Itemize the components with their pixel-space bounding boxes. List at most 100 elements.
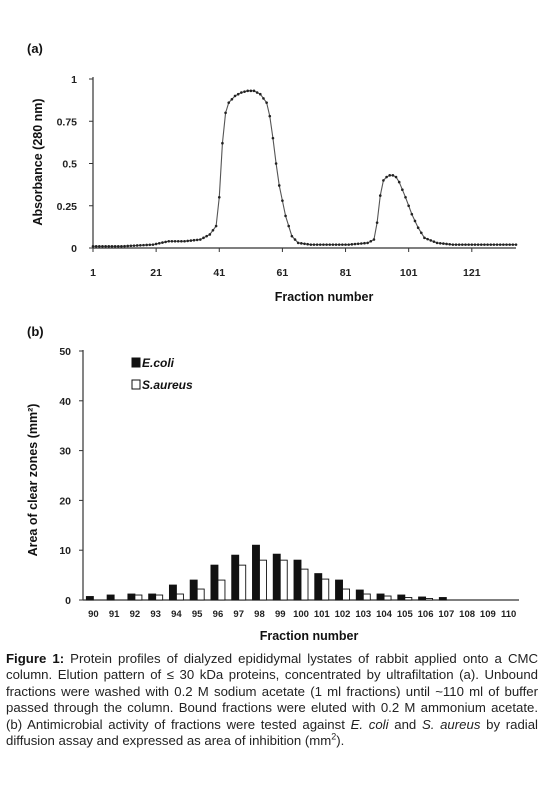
panel-a-data-point <box>262 97 265 100</box>
panel-a-x-tick-label: 81 <box>340 267 352 279</box>
panel-a-data-point <box>486 243 489 246</box>
legend-label-saureus: S.aureus <box>142 378 193 392</box>
caption-label: Figure 1: <box>6 651 65 666</box>
panel-a-series-line <box>93 90 516 247</box>
bar-ecoli <box>85 596 94 601</box>
panel-a-data-point <box>366 241 369 245</box>
panel-a-data-point <box>104 245 107 248</box>
panel-a-data-point <box>372 238 376 241</box>
panel-a-data-point <box>483 243 486 246</box>
panel-b-x-tick-label: 99 <box>275 609 286 620</box>
panel-a-data-point <box>511 243 515 246</box>
panel-a-data-point <box>464 243 467 246</box>
panel-a-data-point <box>498 243 502 246</box>
panel-a-data-point <box>322 243 325 246</box>
bar-ecoli <box>148 593 157 601</box>
panel-b-x-tick-label: 94 <box>171 609 182 620</box>
bar-saureus <box>259 559 267 601</box>
panel-b-y-tick-label: 0 <box>65 595 71 607</box>
bar-ecoli <box>252 544 260 601</box>
bar-saureus <box>279 559 288 601</box>
panel-a-data-point <box>435 241 439 245</box>
panel-a-data-point <box>265 101 268 104</box>
panel-a-data-point <box>419 231 423 235</box>
panel-a-data-point <box>211 228 215 232</box>
caption-organism-1: E. coli <box>350 716 389 732</box>
panel-a-data-point <box>129 244 133 248</box>
panel-a-data-point <box>167 239 171 243</box>
panel-a-data-point <box>385 175 388 179</box>
panel-a-data-point <box>369 239 373 243</box>
panel-a-data-point <box>217 196 221 199</box>
panel-a-data-point <box>467 243 470 246</box>
panel-a-data-point <box>255 91 259 94</box>
panel-a-data-point <box>180 239 183 243</box>
panel-a-data-point <box>347 243 350 246</box>
panel-a-data-point <box>375 221 379 224</box>
panel-a-data-point <box>479 243 483 246</box>
panel-a-data-point <box>341 243 344 246</box>
panel-a-data-point <box>378 194 382 197</box>
panel-a-data-point <box>101 245 104 248</box>
panel-a-data-point <box>473 243 477 246</box>
bar-saureus <box>217 579 226 601</box>
panel-a-data-point <box>318 243 322 246</box>
panel-a-data-point <box>325 243 328 246</box>
panel-b-y-tick-label: 30 <box>59 446 71 458</box>
panel-a-data-point <box>139 243 142 247</box>
panel-a-data-point <box>514 243 518 246</box>
panel-a-data-point <box>94 245 98 248</box>
panel-a-data-point <box>470 243 474 246</box>
panel-a-data-point <box>312 243 316 246</box>
panel-a-data-point <box>454 243 458 246</box>
panel-a-data-point <box>233 94 237 98</box>
bar-ecoli <box>397 594 406 601</box>
panel-a-data-point <box>164 240 167 244</box>
panel-a-data-point <box>337 243 341 246</box>
panel-a-data-point <box>208 233 212 236</box>
panel-b-x-tick-label: 104 <box>376 609 393 620</box>
panel-a-data-point <box>132 244 136 247</box>
legend-swatch-saureus <box>131 379 141 390</box>
panel-a-data-point <box>183 239 186 243</box>
panel-a-data-point <box>306 242 309 246</box>
panel-a-data-point <box>489 243 493 246</box>
panel-a-y-axis-title: Absorbance (280 nm) <box>31 98 45 225</box>
panel-b-x-tick-label: 90 <box>88 609 99 620</box>
panel-a-data-point <box>145 243 148 247</box>
bar-ecoli <box>438 597 447 601</box>
panel-b-x-tick-label: 106 <box>418 609 434 620</box>
panel-a-data-point <box>293 238 297 241</box>
panel-a-y-tick-label: 0.25 <box>57 201 78 213</box>
caption-organism-2: S. aureus <box>421 716 481 732</box>
panel-b-x-tick-label: 98 <box>254 609 265 620</box>
panel-b-y-tick-label: 10 <box>59 545 71 557</box>
panel-a-y-tick-label: 0.75 <box>57 116 78 128</box>
panel-a-data-point <box>224 111 227 115</box>
panel-b-x-tick-label: 102 <box>335 609 351 620</box>
panel-a-data-point <box>290 234 294 238</box>
panel-a-data-point <box>249 89 253 93</box>
panel-a-data-point <box>353 242 357 246</box>
panel-a-data-point <box>432 240 436 243</box>
panel-a-x-tick-label: 121 <box>463 267 481 279</box>
panel-a-data-point <box>423 236 426 240</box>
panel-a-data-point <box>176 239 180 243</box>
panel-a-x-axis-title: Fraction number <box>275 290 374 304</box>
panel-a-data-point <box>388 174 392 177</box>
panel-a-data-point <box>448 242 452 246</box>
panel-a-data-point <box>173 239 177 243</box>
panel-b-x-tick-label: 97 <box>233 609 244 620</box>
panel-b-y-tick-label: 40 <box>59 396 71 408</box>
bar-ecoli <box>293 559 302 601</box>
panel-a-data-point <box>296 241 300 245</box>
bar-saureus <box>425 598 434 601</box>
bar-saureus <box>196 588 205 601</box>
legend-label-ecoli: E.coli <box>142 356 175 370</box>
panel-b-bar-chart: (b) 0 10 20 30 40 50 90 91 92 93 94 95 96 97 98 99 100 10… <box>26 324 519 643</box>
panel-a-data-point <box>331 243 335 246</box>
panel-b-x-axis-title: Fraction number <box>260 629 359 643</box>
panel-a-y-tick-label: 1 <box>71 74 77 86</box>
caption-text-3: by radial diffusion assay and expressed … <box>6 716 538 749</box>
panel-a-data-point <box>151 243 155 246</box>
